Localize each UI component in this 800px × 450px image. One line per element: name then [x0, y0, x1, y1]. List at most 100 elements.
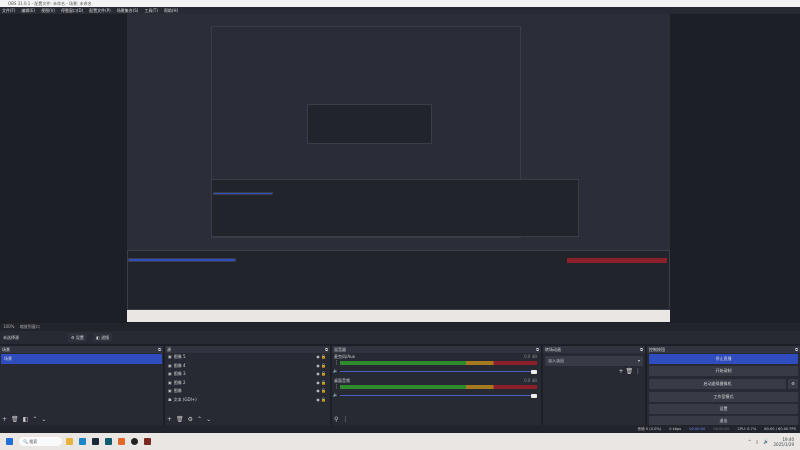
chevron-up-icon[interactable]: ⌃ [197, 416, 203, 423]
menu-tools[interactable]: 工具(T) [144, 8, 158, 13]
sources-title: 源 [167, 347, 171, 352]
source-item[interactable]: ▣ 图像 ◉ 🔓 [165, 387, 330, 396]
menu-profile[interactable]: 配置文件(P) [89, 8, 111, 13]
start-icon[interactable] [6, 438, 13, 445]
channel-db: 0.0 dB [524, 354, 537, 359]
exit-button[interactable]: 退出 [649, 416, 798, 426]
menu-dots-icon[interactable]: ⋮ [334, 384, 339, 390]
eye-icon[interactable]: ◉ [316, 362, 320, 368]
gear-icon: ⚙ [71, 335, 76, 340]
float-icon[interactable]: ⧉ [640, 347, 643, 352]
gear-icon[interactable]: ⚙ [187, 416, 194, 423]
speaker-icon[interactable]: 🔈 [333, 368, 338, 373]
source-filters-button[interactable]: ◧ 滤镜 [93, 333, 113, 342]
lock-icon[interactable]: 🔓 [321, 362, 326, 368]
settings-button[interactable]: 设置 [649, 404, 798, 414]
menu-dots-icon[interactable]: ⋮ [334, 360, 339, 366]
file-explorer-icon[interactable] [66, 438, 73, 445]
trash-icon[interactable]: 🗑 [625, 368, 634, 375]
source-item[interactable]: ☗ 文本 (GDI+) ◉ 🔓 [165, 396, 330, 405]
menu-help[interactable]: 帮助(H) [163, 8, 179, 13]
obs-icon[interactable] [131, 438, 138, 445]
volume-slider[interactable] [340, 369, 537, 374]
app-icon[interactable] [105, 438, 112, 445]
dropped-frames: 丢帧 0 (0.0%) [637, 427, 662, 431]
float-icon[interactable]: ⧉ [325, 347, 328, 352]
speaker-icon[interactable]: 🔈 [333, 392, 338, 397]
steam-icon[interactable] [92, 438, 99, 445]
start-recording-button[interactable]: 开始录制 [649, 366, 798, 376]
source-item[interactable]: ▣ 图像 2 ◉ 🔓 [165, 379, 330, 388]
zoom-mode-select[interactable]: 缩放到窗口 [19, 324, 40, 329]
float-icon[interactable]: ⧉ [795, 347, 798, 352]
link-icon[interactable]: ⚲ [334, 416, 339, 423]
volume-icon[interactable]: 🔊 [763, 439, 769, 444]
source-controls: ◉ 🔓 [316, 352, 326, 362]
no-source-label: 未选择源 [3, 335, 19, 340]
trash-icon[interactable]: 🗑 [11, 416, 19, 423]
eye-icon[interactable]: ◉ [316, 388, 320, 394]
network-icon[interactable]: ▯ [756, 439, 759, 444]
trash-icon[interactable]: 🗑 [176, 416, 184, 423]
lock-icon[interactable]: 🔓 [321, 388, 326, 394]
float-icon[interactable]: ⧉ [536, 347, 539, 352]
menu-bar: 文件(F) 编辑(E) 视图(V) 停靠窗口(D) 配置文件(P) 场景集合(S… [0, 7, 800, 14]
chevron-up-icon[interactable]: ^ [747, 439, 752, 444]
filter-icon: ◧ [96, 335, 102, 340]
menu-scene-collection[interactable]: 场景集合(S) [116, 8, 139, 13]
lock-icon[interactable]: 🔓 [321, 371, 326, 377]
app-icon-3[interactable] [144, 438, 151, 445]
chevron-up-icon[interactable]: ⌃ [32, 416, 38, 423]
app-icon-2[interactable] [118, 438, 125, 445]
transition-select[interactable]: 淡入淡出 ▾ [545, 356, 643, 366]
float-icon[interactable]: ⧉ [158, 347, 161, 352]
stream-time: 00:00:00 [689, 427, 706, 431]
volume-slider[interactable] [340, 393, 537, 398]
add-icon[interactable]: + [167, 416, 173, 423]
menu-view[interactable]: 视图(V) [41, 8, 55, 13]
start-virtual-camera-button[interactable]: 启动虚拟摄像机 [649, 379, 786, 389]
menu-dots-icon[interactable]: ⋮ [635, 368, 641, 375]
scene-item[interactable]: 场景 [1, 354, 162, 364]
menu-file[interactable]: 文件(F) [2, 8, 16, 13]
clock-date[interactable]: 2025/1/29 [773, 441, 794, 447]
nested-scene-selected [213, 192, 273, 195]
fps: 60.00 / 60.00 FPS [764, 427, 796, 431]
menu-dots-icon[interactable]: ⋮ [342, 416, 349, 423]
edge-icon[interactable] [79, 438, 86, 445]
lock-icon[interactable]: 🔓 [321, 354, 326, 360]
source-item[interactable]: ▣ 图像 3 ◉ 🔓 [165, 370, 330, 379]
preview-capture [127, 14, 670, 322]
studio-mode-button[interactable]: 工作室模式 [649, 392, 798, 402]
source-controls: ◉ 🔓 [316, 369, 326, 379]
source-settings-button[interactable]: ⚙ 设置 [68, 333, 87, 342]
filter-icon[interactable]: ◧ [22, 416, 29, 423]
transitions-title: 转场动画 [545, 347, 561, 352]
lock-icon[interactable]: 🔓 [321, 396, 326, 402]
eye-icon[interactable]: ◉ [316, 354, 320, 360]
chevron-down-icon[interactable]: ⌄ [41, 416, 47, 423]
nested-stop-button [567, 258, 667, 263]
transitions-dock: 转场动画 ⧉ 淡入淡出 ▾ + 🗑 ⋮ [543, 346, 645, 425]
source-item[interactable]: ▣ 图像 4 ◉ 🔓 [165, 362, 330, 371]
lock-icon[interactable]: 🔓 [321, 379, 326, 385]
clock-time[interactable]: 19:40 [782, 436, 794, 442]
taskbar-search[interactable]: 🔍 搜索 [19, 437, 62, 446]
eye-icon[interactable]: ◉ [316, 396, 320, 402]
menu-edit[interactable]: 编辑(E) [21, 8, 36, 13]
virtual-camera-gear-icon[interactable]: ⚙ [788, 379, 798, 389]
add-icon[interactable]: + [2, 416, 8, 423]
eye-icon[interactable]: ◉ [316, 371, 320, 377]
stop-streaming-button[interactable]: 停止直播 [649, 354, 798, 364]
menu-docks[interactable]: 停靠窗口(D) [60, 8, 84, 13]
controls-title: 控制按钮 [649, 347, 665, 352]
source-item[interactable]: ▣ 图像 5 ◉ 🔓 [165, 353, 330, 362]
eye-icon[interactable]: ◉ [316, 379, 320, 385]
scenes-dock: 场景 ⧉ 场景 + 🗑 ◧ ⌃ ⌄ [0, 346, 163, 425]
chevron-down-icon[interactable]: ⌄ [206, 416, 212, 423]
add-icon[interactable]: + [618, 368, 624, 375]
text-icon: ☗ [168, 396, 172, 402]
source-controls: ◉ 🔓 [316, 386, 326, 396]
mixer-title: 混音器 [334, 347, 346, 352]
scenes-title: 场景 [2, 347, 10, 352]
